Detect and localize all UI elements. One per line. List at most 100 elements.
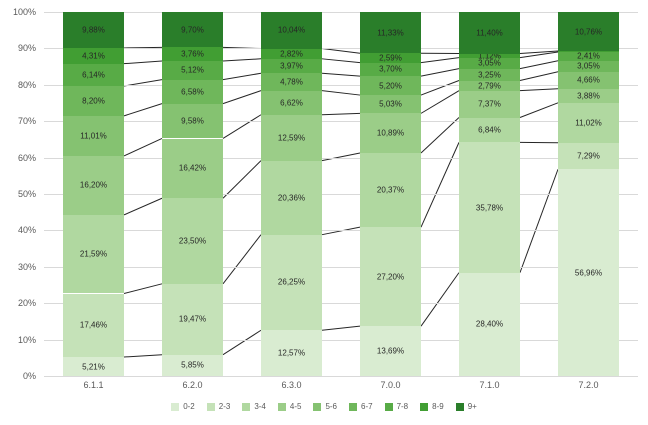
- bar-segment-4-5-7.2.0: 3,88%: [558, 88, 619, 103]
- x-axis-label-6.2.0: 6.2.0: [182, 380, 203, 390]
- connector-line: [222, 72, 262, 81]
- connector-line: [123, 138, 163, 157]
- bar-segment-0-2-6.2.0: 5,85%: [162, 354, 223, 376]
- bar-segment-5-6-6.1.1: 11,01%: [63, 115, 124, 156]
- y-axis-tick: 100%: [12, 7, 36, 17]
- segment-data-label: 3,25%: [478, 70, 501, 80]
- legend-label: 8-9: [432, 402, 444, 411]
- legend-swatch: [171, 402, 180, 411]
- connector-line: [123, 354, 163, 358]
- legend-label: 0-2: [183, 402, 195, 411]
- bar-segment-8-9-7.1.0: 1,12%: [459, 51, 520, 60]
- segment-data-label: 3,05%: [478, 58, 501, 68]
- segment-data-label: 12,57%: [277, 348, 306, 358]
- legend: 0-2 2-3 3-4 4-5 5-6 6-7 7-8 8-9 9+: [0, 402, 648, 411]
- segment-data-label: 7,29%: [577, 151, 600, 161]
- segment-data-label: 5,85%: [181, 360, 204, 370]
- bar-segment-3-4-7.1.0: 6,84%: [459, 117, 520, 143]
- y-axis-tick: 50%: [17, 189, 36, 199]
- gridline: [44, 84, 638, 86]
- bar-segment-5-6-6.2.0: 9,58%: [162, 103, 223, 139]
- segment-data-label: 9,88%: [82, 25, 105, 35]
- connector-line: [222, 329, 262, 356]
- bar-segment-9+-6.2.0: 9,70%: [162, 12, 223, 48]
- connector-line: [222, 90, 262, 105]
- segment-data-label: 27,20%: [376, 272, 405, 282]
- bar-segment-2-3-7.0.0: 27,20%: [360, 227, 421, 327]
- connector-line: [420, 80, 460, 96]
- bar-segment-7-8-6.1.1: 6,14%: [63, 63, 124, 87]
- segment-data-label: 6,84%: [478, 125, 501, 135]
- legend-swatch: [455, 402, 464, 411]
- legend-item-3-4: 3-4: [242, 402, 266, 411]
- segment-data-label: 12,59%: [277, 133, 306, 143]
- connector-line: [519, 50, 559, 54]
- bar-segment-0-2-7.2.0: 56,96%: [558, 169, 619, 376]
- gridline: [44, 194, 638, 195]
- segment-data-label: 10,76%: [574, 27, 603, 37]
- connector-line: [420, 68, 460, 77]
- legend-swatch: [349, 402, 357, 411]
- segment-data-label: 11,01%: [80, 131, 107, 141]
- gridline: [44, 230, 638, 232]
- bar-segment-7-8-6.3.0: 3,97%: [261, 58, 322, 74]
- segment-data-label: 21,59%: [79, 249, 108, 259]
- segment-data-label: 19,47%: [178, 314, 207, 324]
- connector-line: [519, 102, 559, 118]
- connector-line: [222, 114, 262, 139]
- segment-data-label: 17,46%: [79, 320, 108, 330]
- connector-line: [222, 58, 262, 62]
- x-axis: 6.1.1 6.2.0 6.3.0 7.0.0 7.1.0 7.2.0: [44, 380, 638, 396]
- gridline: [44, 12, 638, 13]
- segment-data-label: 3,76%: [181, 49, 204, 59]
- bar-segment-2-3-6.1.1: 17,46%: [63, 293, 124, 358]
- connector-line: [123, 197, 163, 216]
- segment-data-label: 28,40%: [475, 319, 504, 329]
- bar-segment-8-9-6.1.1: 4,31%: [63, 47, 124, 64]
- segment-data-label: 4,66%: [577, 75, 600, 85]
- segment-data-label: 6,14%: [82, 70, 105, 80]
- legend-item-4-5: 4-5: [277, 402, 302, 411]
- bar-segment-4-5-7.1.0: 7,37%: [459, 90, 520, 118]
- bar-segment-7-8-7.0.0: 3,70%: [360, 62, 421, 77]
- bar-segment-9+-7.1.0: 11,40%: [459, 12, 520, 54]
- connector-line: [420, 142, 460, 228]
- bar-segment-6-7-7.2.0: 3,05%: [558, 60, 619, 72]
- segment-data-label: 10,89%: [376, 128, 405, 138]
- bar-segment-3-4-7.2.0: 11,02%: [558, 102, 619, 143]
- segment-data-label: 7,37%: [478, 99, 501, 109]
- bar-segment-4-5-6.2.0: 16,42%: [162, 138, 223, 199]
- bar-segment-0-2-6.3.0: 12,57%: [261, 330, 322, 376]
- x-axis-label-7.2.0: 7.2.0: [578, 380, 599, 390]
- x-axis-label-6.3.0: 6.3.0: [281, 380, 302, 390]
- legend-swatch: [277, 402, 286, 411]
- segment-data-label: 26,25%: [277, 277, 306, 287]
- connector-line: [222, 234, 262, 285]
- segment-data-label: 9,70%: [181, 25, 204, 35]
- legend-label: 6-7: [361, 402, 373, 411]
- segment-data-label: 56,96%: [574, 268, 603, 278]
- legend-item-8-9: 8-9: [420, 402, 444, 411]
- bar-segment-4-5-6.3.0: 12,59%: [261, 114, 322, 161]
- bar-segment-2-3-7.2.0: 7,29%: [558, 142, 619, 170]
- bar-segment-3-4-6.3.0: 20,36%: [261, 160, 322, 235]
- legend-item-7-8: 7-8: [384, 402, 409, 411]
- legend-label: 3-4: [254, 402, 266, 411]
- bar-segment-3-4-6.2.0: 23,50%: [162, 198, 223, 284]
- legend-swatch: [242, 402, 251, 411]
- gridline: [44, 339, 638, 341]
- connector-line: [321, 58, 361, 64]
- bar-segment-9+-7.2.0: 10,76%: [558, 12, 619, 52]
- connector-line: [321, 90, 361, 96]
- segment-data-label: 2,59%: [379, 53, 402, 63]
- segment-data-label: 13,69%: [376, 346, 405, 356]
- y-axis-tick: 90%: [17, 43, 36, 54]
- bar-segment-6-7-7.1.0: 3,25%: [459, 68, 520, 81]
- bar-segment-8-9-7.0.0: 2,59%: [360, 53, 421, 63]
- legend-label: 4-5: [289, 402, 302, 411]
- bar-segment-8-9-6.2.0: 3,76%: [162, 47, 223, 62]
- bar-segment-5-6-7.1.0: 2,79%: [459, 80, 520, 91]
- bar-segment-9+-6.3.0: 10,04%: [261, 12, 322, 49]
- legend-label: 7-8: [396, 402, 409, 411]
- gridline: [44, 121, 638, 123]
